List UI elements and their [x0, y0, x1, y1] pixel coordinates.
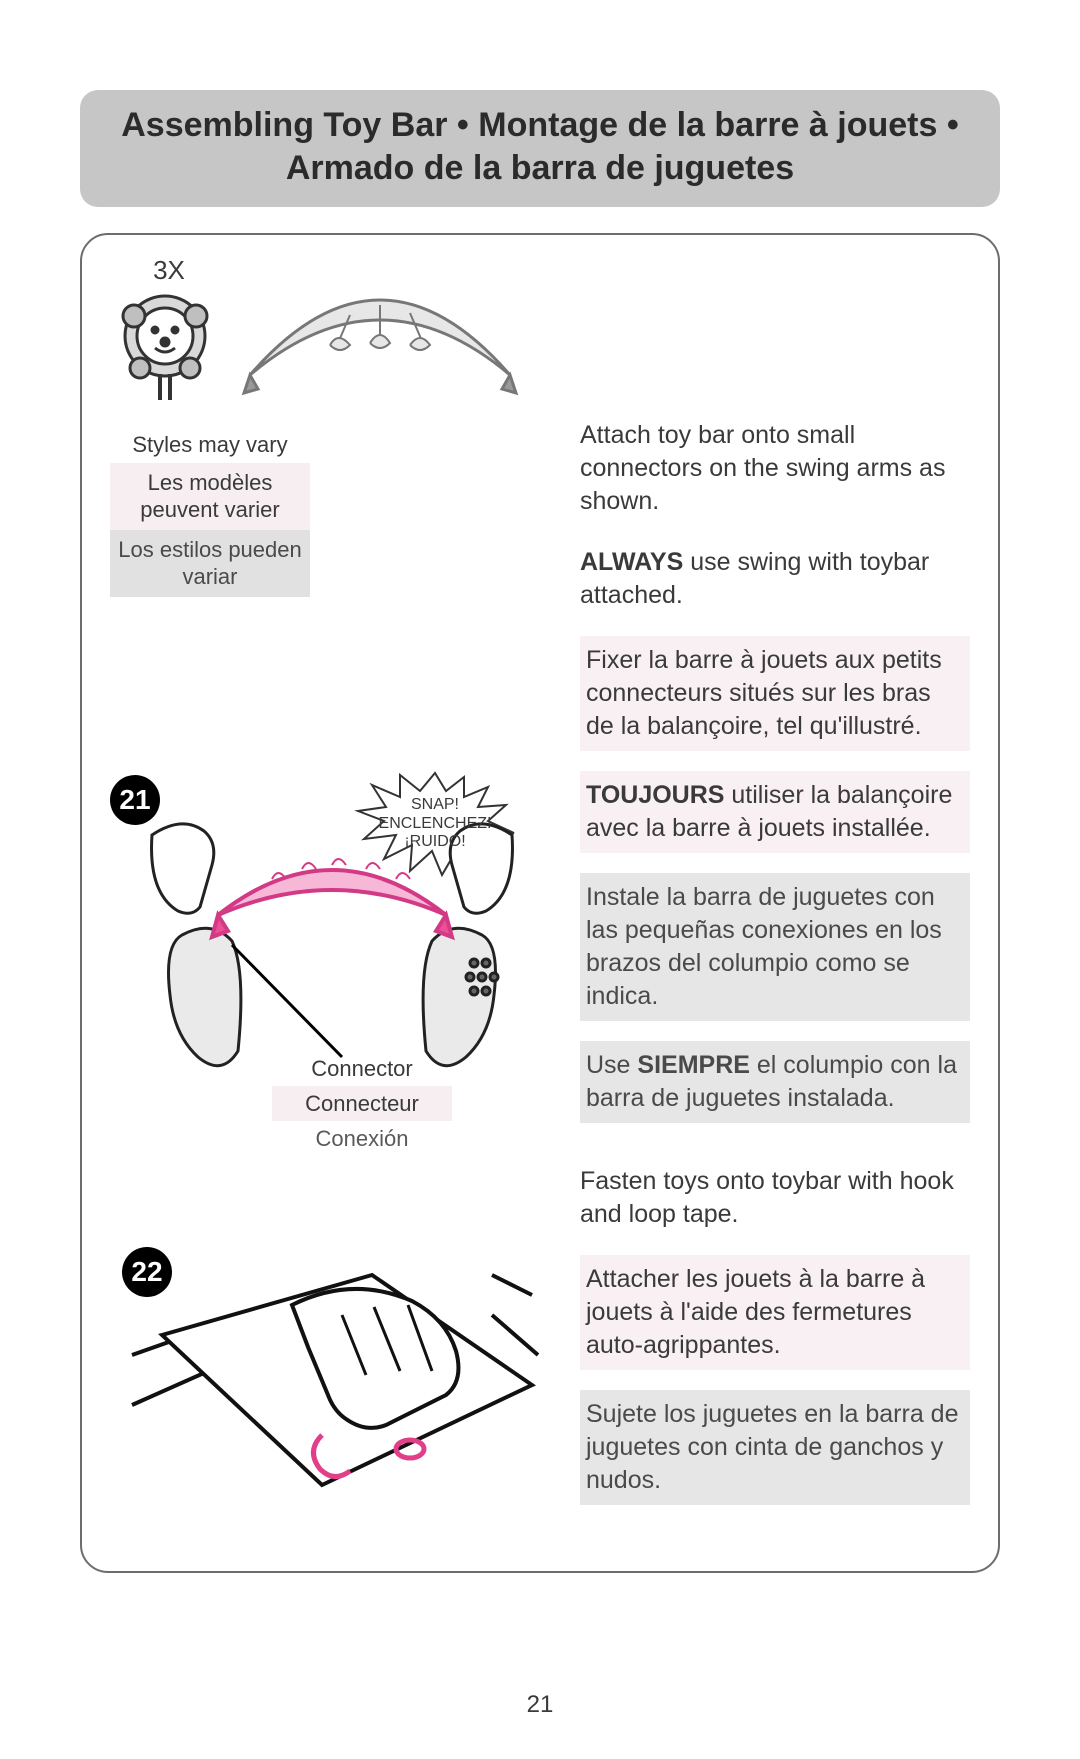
- page-number: 21: [0, 1691, 1080, 1719]
- instr-en-2: ALWAYS use swing with toybar attached.: [580, 542, 970, 616]
- styles-may-vary-note: Styles may vary Les modèles peuvent vari…: [110, 427, 310, 597]
- siempre-bold: SIEMPRE: [637, 1051, 750, 1079]
- instr-fr-1: Fixer la barre à jouets aux petits conne…: [580, 636, 970, 751]
- styles-note-fr: Les modèles peuvent varier: [110, 463, 310, 530]
- content-panel: 3X: [80, 233, 1000, 1573]
- right-column: Attach toy bar onto small connectors on …: [580, 415, 970, 1525]
- toybar-arch-icon: [230, 255, 530, 410]
- snap-fr: ENCLENCHEZ!: [379, 815, 492, 832]
- styles-note-es: Los estilos pueden variar: [110, 530, 310, 597]
- quantity-label: 3X: [118, 255, 220, 286]
- connector-labels: Connector Connecteur Conexión: [272, 1051, 452, 1157]
- instr22-es: Sujete los juguetes en la barra de jugue…: [580, 1390, 970, 1505]
- section-title: Assembling Toy Bar • Montage de la barre…: [80, 90, 1000, 207]
- connector-en: Connector: [311, 1056, 413, 1081]
- always-bold: ALWAYS: [580, 548, 683, 576]
- styles-note-en: Styles may vary: [110, 427, 310, 463]
- instr-en-1: Attach toy bar onto small connectors on …: [580, 415, 970, 522]
- instr22-en: Fasten toys onto toybar with hook and lo…: [580, 1161, 970, 1235]
- instr-fr-2: TOUJOURS utiliser la balançoire avec la …: [580, 771, 970, 853]
- diagram-step-22: [122, 1265, 542, 1565]
- instr-es-2: Use SIEMPRE el columpio con la barra de …: [580, 1041, 970, 1123]
- left-column: 3X: [110, 255, 540, 597]
- instr-es-1: Instale la barra de juguetes con las peq…: [580, 873, 970, 1021]
- instr22-fr: Attacher les jouets à la barre à jouets …: [580, 1255, 970, 1370]
- toy-icon-row: 3X: [110, 255, 540, 413]
- toujours-bold: TOUJOURS: [586, 781, 724, 809]
- instr-es-2-pre: Use: [586, 1051, 637, 1079]
- snap-es: ¡RUIDO!: [404, 833, 465, 850]
- snap-en: SNAP!: [411, 796, 459, 813]
- lion-toy-icon: 3X: [110, 255, 220, 413]
- connector-es: Conexión: [272, 1121, 452, 1156]
- connector-fr: Connecteur: [272, 1086, 452, 1121]
